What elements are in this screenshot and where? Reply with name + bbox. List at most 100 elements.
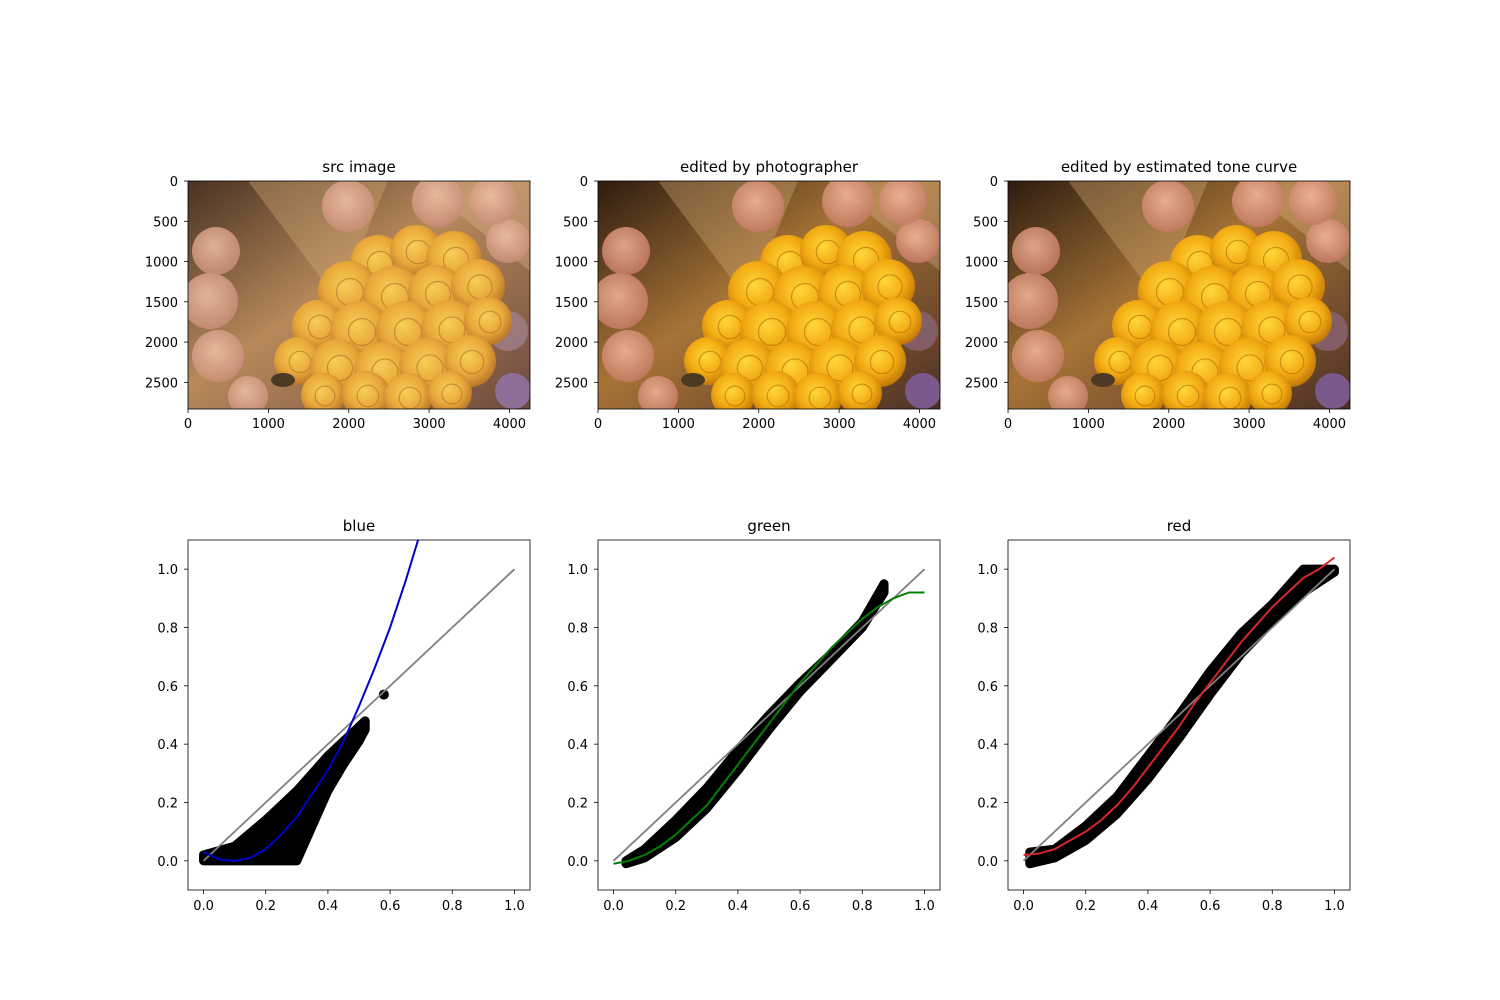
pink-rose bbox=[732, 181, 784, 232]
pink-rose bbox=[638, 376, 678, 409]
yellow-rose bbox=[1284, 297, 1332, 345]
purple-rose bbox=[905, 373, 940, 409]
y-tick-label: 0.2 bbox=[977, 797, 998, 812]
x-tick-label: 1000 bbox=[662, 417, 695, 432]
x-tick-label: 4000 bbox=[493, 417, 526, 432]
y-tick-label: 0 bbox=[170, 175, 178, 190]
chart-red: red 0.0 0.2 0.4 0.6 0.8 1.0 0.0 0.2 0.4 0.6 0.8 1.0 bbox=[977, 517, 1351, 914]
yellow-rose bbox=[684, 337, 732, 385]
x-tick-label: 0.2 bbox=[665, 899, 686, 914]
y-tick-label: 1.0 bbox=[157, 563, 178, 578]
purple-rose bbox=[495, 373, 530, 409]
pink-rose bbox=[192, 227, 240, 275]
x-tick-label: 0 bbox=[184, 417, 192, 432]
x-tick-label: 3000 bbox=[413, 417, 446, 432]
x-tick-label: 1.0 bbox=[1324, 899, 1345, 914]
yellow-rose bbox=[1121, 373, 1165, 409]
y-tick-label: 500 bbox=[153, 215, 178, 230]
y-tick-label: 0 bbox=[580, 175, 588, 190]
rose-center bbox=[681, 373, 705, 387]
x-tick-label: 0.6 bbox=[1200, 899, 1221, 914]
x-tick-label: 0 bbox=[1004, 417, 1012, 432]
y-tick-label: 2000 bbox=[555, 336, 588, 351]
x-tick-label: 2000 bbox=[742, 417, 775, 432]
y-tick-label: 0 bbox=[990, 175, 998, 190]
scatter-points bbox=[621, 579, 889, 869]
pink-rose bbox=[1289, 181, 1337, 225]
yellow-rose bbox=[711, 373, 755, 409]
yellow-rose bbox=[1204, 373, 1252, 409]
x-tick-label: 2000 bbox=[332, 417, 365, 432]
yellow-rose bbox=[752, 371, 800, 409]
x-tick-label: 0.4 bbox=[1138, 899, 1159, 914]
rose-petal bbox=[441, 383, 463, 405]
plot-area bbox=[199, 540, 516, 866]
image-title: src image bbox=[322, 158, 395, 176]
pink-rose bbox=[1306, 219, 1350, 263]
rose-petal bbox=[356, 384, 380, 408]
yellow-rose bbox=[794, 373, 842, 409]
x-tick-label: 0.4 bbox=[728, 899, 749, 914]
image-panels: src image 0 1000 2000 3000 4000 0 500 1000 1500 20… bbox=[145, 158, 1351, 432]
yellow-rose bbox=[342, 371, 390, 409]
rose-petal bbox=[1134, 385, 1156, 407]
rose-petal bbox=[724, 385, 746, 407]
tone-curve-red bbox=[1023, 556, 1336, 856]
axes-frame bbox=[597, 539, 941, 891]
y-tick-label: 0.8 bbox=[567, 622, 588, 637]
y-tick-label: 0.4 bbox=[977, 738, 998, 753]
image-title: edited by estimated tone curve bbox=[1061, 158, 1297, 176]
x-tick-label: 1.0 bbox=[504, 899, 525, 914]
identity-line bbox=[1022, 568, 1336, 862]
plot-area bbox=[1022, 556, 1339, 869]
pink-rose bbox=[602, 227, 650, 275]
y-tick-label: 1000 bbox=[145, 256, 178, 271]
scatter-points bbox=[1025, 564, 1339, 869]
x-tick-label: 0.8 bbox=[1262, 899, 1283, 914]
rose-center bbox=[1091, 373, 1115, 387]
x-tick-label: 1000 bbox=[1072, 417, 1105, 432]
pink-rose bbox=[1142, 181, 1194, 232]
rose-petal bbox=[478, 310, 502, 334]
y-tick-label: 500 bbox=[973, 215, 998, 230]
y-tick-label: 0.8 bbox=[977, 622, 998, 637]
y-tick-label: 0.8 bbox=[157, 622, 178, 637]
yellow-rose bbox=[1248, 371, 1292, 409]
y-tick-label: 0.4 bbox=[567, 738, 588, 753]
image-panel-3: edited by estimated tone curve 0 1000 2000 3… bbox=[965, 158, 1351, 432]
y-tick-label: 0.0 bbox=[977, 855, 998, 870]
y-tick-label: 1500 bbox=[965, 296, 998, 311]
pink-rose bbox=[896, 219, 940, 263]
rose-petal bbox=[757, 317, 787, 347]
x-tick-label: 0.4 bbox=[318, 899, 339, 914]
pink-rose bbox=[1012, 330, 1064, 382]
y-tick-label: 0.6 bbox=[977, 680, 998, 695]
photo-roses bbox=[598, 181, 940, 409]
x-tick-label: 1000 bbox=[252, 417, 285, 432]
x-tick-label: 0.2 bbox=[1075, 899, 1096, 914]
x-tick-label: 1.0 bbox=[914, 899, 935, 914]
y-tick-label: 1500 bbox=[145, 296, 178, 311]
image-panel-2: edited by photographer 0 1000 2000 3000 4000 0… bbox=[555, 158, 941, 432]
photo-roses bbox=[188, 181, 530, 409]
chart-title: blue bbox=[343, 517, 375, 535]
y-tick-label: 0.4 bbox=[157, 738, 178, 753]
y-tick-label: 2500 bbox=[145, 376, 178, 391]
identity-line bbox=[612, 568, 926, 862]
rose-petal bbox=[1176, 384, 1200, 408]
rose-petal bbox=[826, 354, 854, 382]
rose-center bbox=[271, 373, 295, 387]
chart-blue: blue 0.0 0.2 0.4 0.6 0.8 1.0 0.0 0.2 0.4 0.6 0.8 1.0 bbox=[157, 517, 531, 914]
x-tick-label: 3000 bbox=[1233, 417, 1266, 432]
rose-petal bbox=[1167, 317, 1197, 347]
image-frame bbox=[597, 180, 941, 410]
pink-rose bbox=[1048, 376, 1088, 409]
pink-rose bbox=[822, 181, 874, 227]
y-tick-label: 500 bbox=[563, 215, 588, 230]
yellow-rose bbox=[838, 371, 882, 409]
pink-rose bbox=[598, 273, 648, 329]
y-tick-label: 1500 bbox=[555, 296, 588, 311]
rose-petal bbox=[1261, 383, 1283, 405]
scatter-points bbox=[199, 716, 370, 866]
yellow-rose bbox=[384, 373, 432, 409]
